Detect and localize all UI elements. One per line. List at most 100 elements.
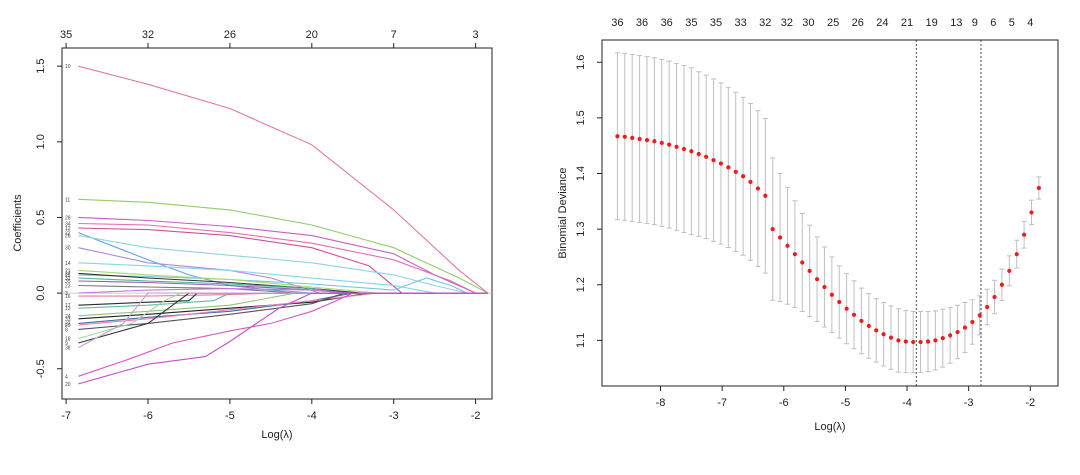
right-x-tick-label: -8 — [656, 397, 666, 409]
coefficient-lines — [62, 65, 492, 385]
left-top-tick-label: 7 — [391, 29, 397, 41]
right-top-tick-label: 24 — [876, 17, 888, 29]
left-top-tick-label: 26 — [224, 29, 236, 41]
deviance-point — [622, 134, 627, 139]
deviance-point — [696, 151, 701, 157]
left-top-tick-label: 20 — [306, 29, 318, 41]
deviance-point — [844, 306, 849, 311]
deviance-point — [933, 338, 938, 343]
right-x-tick-label: -3 — [964, 397, 974, 409]
right-top-tick-label: 35 — [685, 17, 697, 29]
coefficient-line-label-27: 27 — [65, 321, 71, 327]
right-x-tick-label: -2 — [1025, 397, 1035, 409]
coefficient-line-label-28: 28 — [65, 215, 71, 221]
coefficient-line-label-10: 10 — [65, 64, 71, 70]
deviance-point — [881, 332, 886, 337]
deviance-point — [1029, 210, 1034, 215]
deviance-point — [992, 294, 997, 300]
left-x-tick-label: -6 — [143, 410, 153, 422]
deviance-point — [755, 186, 761, 191]
left-x-tick-label: -4 — [307, 410, 317, 422]
deviance-point — [733, 169, 738, 174]
left-top-axis: 35 32 26 20 7 3 — [60, 29, 479, 48]
deviance-point — [985, 304, 990, 310]
deviance-point — [770, 227, 775, 232]
coefficient-line-15 — [78, 274, 488, 294]
coefficient-line-4 — [78, 292, 488, 377]
right-top-tick-label: 35 — [710, 17, 722, 29]
coefficient-line-label-20: 20 — [65, 382, 71, 388]
right-top-tick-label: 19 — [926, 17, 938, 29]
deviance-point — [704, 154, 709, 159]
coefficient-line-label-24: 24 — [65, 314, 71, 320]
right-top-tick-label: 36 — [661, 17, 673, 29]
deviance-point — [615, 134, 620, 139]
right-x-tick-label: -5 — [841, 397, 851, 409]
right-y-tick-label: 1.4 — [575, 166, 587, 181]
deviance-point — [814, 277, 820, 282]
coefficient-line-label-17: 17 — [65, 303, 71, 309]
deviance-point — [859, 318, 864, 324]
coefficient-line-label-12: 12 — [65, 226, 71, 232]
coefficient-line-20 — [78, 292, 488, 385]
left-y-axis-title: Coefficients — [12, 194, 24, 252]
right-x-axis-title: Log(λ) — [814, 421, 845, 433]
right-top-tick-label: 9 — [972, 17, 978, 29]
coefficient-path-chart: 1011283412222630141521373135233161713243… — [12, 29, 493, 441]
left-y-tick-label: 1.0 — [35, 134, 47, 149]
deviance-point — [659, 140, 664, 146]
left-y-tick-label: 1.5 — [35, 59, 47, 74]
deviance-point — [903, 339, 908, 344]
right-y-tick-label: 1.5 — [575, 110, 587, 125]
right-top-tick-label: 13 — [950, 17, 962, 29]
right-y-axis-title: Binomial Deviance — [557, 167, 569, 258]
right-top-tick-label: 36 — [636, 17, 648, 29]
deviance-point — [955, 329, 960, 335]
left-y-tick-label: 0.5 — [35, 210, 47, 225]
deviance-point — [674, 144, 679, 149]
deviance-point — [652, 139, 657, 144]
right-top-tick-label: 21 — [901, 17, 913, 29]
deviance-point — [1014, 252, 1019, 257]
deviance-point — [1036, 185, 1041, 191]
deviance-point — [866, 323, 871, 329]
left-bottom-axis: -7 -6 -5 -4 -3 -2 — [61, 399, 481, 422]
coefficient-line-26 — [78, 235, 488, 294]
cross-validation-chart: -8 -7 -6 -5 -4 -3 -2 36 36 36 35 35 33 32 32 30 25 26 24 2… — [557, 17, 1059, 433]
deviance-point — [741, 174, 746, 179]
deviance-point — [637, 136, 642, 142]
left-top-tick-label: 32 — [142, 29, 154, 41]
right-top-axis: 36 36 36 35 35 33 32 32 30 25 26 24 21 19 13 9 6 5 4 — [611, 17, 1033, 29]
deviance-point — [896, 338, 901, 343]
deviance-point — [726, 165, 731, 170]
coefficient-line-label-3: 3 — [65, 291, 68, 297]
deviance-point — [711, 158, 716, 163]
deviance-point — [999, 282, 1005, 287]
deviance-point — [970, 319, 975, 325]
coefficient-line-label-15: 15 — [65, 273, 71, 279]
coefficient-line-label-18: 18 — [65, 336, 71, 342]
left-y-tick-label: -0.5 — [35, 359, 47, 378]
coefficient-line-label-4: 4 — [65, 374, 68, 380]
right-top-tick-label: 30 — [802, 17, 814, 29]
coefficient-line-11 — [78, 198, 489, 294]
coefficient-line-label-13: 13 — [65, 306, 71, 312]
right-top-tick-label: 4 — [1027, 17, 1033, 29]
coefficient-line-label-14: 14 — [65, 261, 71, 267]
deviance-point — [748, 179, 753, 184]
deviance-point — [822, 284, 827, 290]
coefficient-line-label-9: 9 — [65, 341, 68, 347]
right-top-tick-label: 32 — [759, 17, 771, 29]
coefficient-line-label-8: 8 — [65, 327, 68, 333]
right-y-tick-label: 1.3 — [575, 221, 587, 236]
deviance-point — [977, 313, 982, 318]
deviance-point — [800, 260, 805, 265]
right-x-tick-label: -4 — [902, 397, 912, 409]
left-top-tick-label: 35 — [60, 29, 72, 41]
deviance-point — [681, 146, 687, 152]
coefficient-line-34 — [78, 222, 488, 294]
deviance-point — [1022, 232, 1027, 237]
left-y-tick-label: 0.0 — [35, 285, 47, 300]
deviance-point — [763, 193, 768, 198]
